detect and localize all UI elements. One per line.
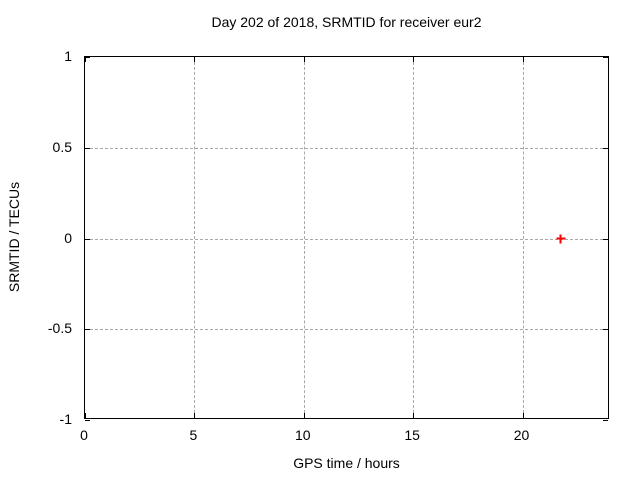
x-tick-mark-bottom: [85, 413, 86, 418]
marker-vertical-bar: [559, 234, 562, 243]
plot-area: [84, 56, 609, 421]
y-tick-mark-right: [603, 57, 608, 58]
y-gridline: [85, 147, 608, 149]
y-tick-mark-right: [603, 329, 608, 331]
y-gridline: [85, 329, 608, 331]
x-tick-label: 0: [80, 427, 88, 443]
x-gridline: [303, 57, 305, 418]
y-tick-label: -1: [59, 411, 72, 427]
x-tick-label: 10: [294, 427, 311, 443]
y-tick-label: -0.5: [47, 320, 72, 337]
x-tick-mark-top: [85, 57, 86, 62]
y-tick-mark-left: [85, 420, 90, 421]
x-gridline: [413, 57, 415, 418]
x-tick-mark-bottom: [303, 413, 305, 418]
x-axis-label: GPS time / hours: [293, 455, 400, 471]
y-tick-mark-right: [603, 238, 608, 240]
x-tick-mark-top: [522, 57, 524, 62]
data-point-marker: [556, 234, 566, 243]
y-tick-mark-right: [603, 147, 608, 149]
y-tick-mark-right: [603, 420, 608, 421]
y-tick-label: 0: [64, 229, 72, 246]
x-gridline: [194, 57, 196, 418]
y-tick-mark-left: [85, 147, 90, 149]
x-tick-label: 5: [189, 427, 198, 443]
x-tick-mark-bottom: [522, 413, 524, 418]
x-gridline: [522, 57, 524, 418]
y-gridline: [85, 238, 608, 240]
y-tick-label: 1: [64, 48, 72, 64]
y-tick-mark-left: [85, 238, 90, 240]
y-tick-label: 0.5: [52, 138, 72, 155]
y-tick-mark-left: [85, 57, 90, 58]
x-tick-mark-top: [413, 57, 415, 62]
chart-title: Day 202 of 2018, SRMTID for receiver eur…: [211, 14, 482, 30]
x-tick-mark-top: [194, 57, 196, 62]
x-tick-label: 20: [513, 427, 530, 443]
x-tick-label: 15: [404, 427, 420, 443]
x-tick-mark-bottom: [413, 413, 415, 418]
x-tick-mark-top: [303, 57, 305, 62]
x-tick-mark-bottom: [194, 413, 196, 418]
y-tick-mark-left: [85, 329, 90, 331]
